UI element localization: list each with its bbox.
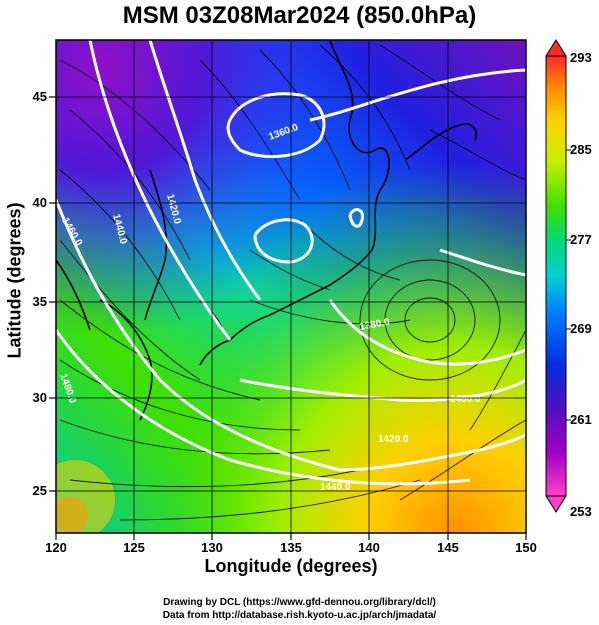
x-tick-label: 135 [280, 540, 302, 555]
contour-label: 1400.0 [450, 394, 481, 405]
colorbar-label: 285 [570, 142, 592, 157]
x-tick-label: 145 [437, 540, 459, 555]
colorbar-label: 261 [570, 412, 592, 427]
y-tick-label: 45 [33, 89, 47, 104]
x-axis-title: Longitude (degrees) [204, 556, 378, 576]
x-tick-label: 120 [45, 540, 67, 555]
y-tick-label: 35 [33, 294, 47, 309]
y-axis-title: Latitude (degrees) [4, 202, 25, 359]
contour-label: 1420.0 [378, 434, 409, 445]
y-ticks [49, 96, 56, 492]
y-tick-label: 40 [33, 195, 47, 210]
x-tick-label: 125 [123, 540, 145, 555]
y-tick-label: 30 [33, 390, 47, 405]
wind-streamlines [59, 44, 526, 521]
credit-drawing: Drawing by DCL (https://www.gfd-dennou.o… [163, 597, 436, 608]
colorbar-label: 269 [570, 321, 592, 336]
colorbar-label: 293 [570, 50, 592, 65]
x-tick-label: 140 [358, 540, 380, 555]
contour-label: 1380.0 [359, 317, 391, 333]
colorbar: 293 285 277 269 261 253 [545, 39, 592, 519]
y-tick-label: 25 [33, 483, 47, 498]
plot-area: 1360.0 1440.0 1420.0 1460.0 1480.0 1380.… [56, 40, 526, 533]
x-ticks [55, 533, 527, 540]
coastlines [56, 40, 478, 421]
contour-label: 1440.0 [320, 482, 351, 493]
map-title: MSM 03Z08Mar2024 (850.0hPa) [122, 2, 477, 29]
colorbar-label: 253 [570, 504, 592, 519]
grid-lines [56, 40, 526, 533]
height-contours [56, 40, 526, 486]
colorbar-label: 277 [570, 232, 592, 247]
credit-data: Data from http://database.rish.kyoto-u.a… [162, 610, 437, 621]
x-tick-label: 130 [201, 540, 223, 555]
x-tick-label: 150 [515, 540, 537, 555]
